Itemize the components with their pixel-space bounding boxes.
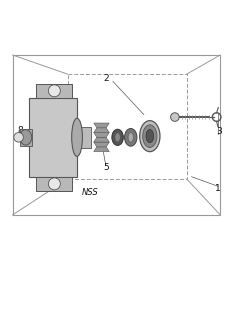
Ellipse shape [128, 132, 133, 142]
Text: 3: 3 [216, 127, 222, 136]
Ellipse shape [140, 121, 160, 152]
Polygon shape [29, 98, 77, 177]
Ellipse shape [125, 129, 137, 146]
Polygon shape [67, 127, 91, 148]
Polygon shape [36, 177, 72, 191]
Circle shape [48, 85, 60, 97]
Ellipse shape [72, 118, 82, 156]
Polygon shape [20, 129, 32, 146]
Ellipse shape [115, 133, 120, 142]
Circle shape [48, 178, 60, 190]
Ellipse shape [146, 130, 154, 143]
Circle shape [171, 113, 179, 121]
Polygon shape [94, 147, 109, 152]
Polygon shape [94, 123, 109, 128]
Polygon shape [94, 137, 109, 142]
Circle shape [14, 132, 23, 142]
Ellipse shape [20, 130, 32, 145]
Ellipse shape [143, 125, 157, 148]
Text: 5: 5 [103, 163, 108, 172]
Ellipse shape [112, 129, 123, 146]
Text: 8: 8 [17, 126, 23, 135]
Polygon shape [94, 132, 109, 137]
Polygon shape [94, 142, 109, 147]
Text: 1: 1 [215, 184, 221, 193]
Text: 7: 7 [38, 148, 44, 157]
Polygon shape [94, 128, 109, 132]
Text: NSS: NSS [82, 188, 99, 197]
Text: 2: 2 [103, 74, 108, 84]
Polygon shape [36, 84, 72, 98]
